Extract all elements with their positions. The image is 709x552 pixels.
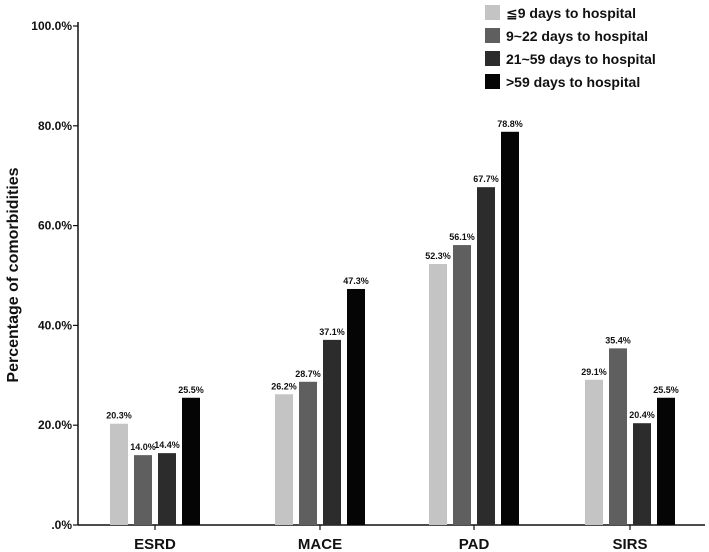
legend-swatch xyxy=(485,5,500,20)
bar xyxy=(501,131,519,525)
bar-value-label: 29.1% xyxy=(581,367,607,377)
bar-value-label: 47.3% xyxy=(343,276,369,286)
y-tick-label: 100.0% xyxy=(31,19,72,33)
bar-value-label: 14.4% xyxy=(154,440,180,450)
y-tick-label: .0% xyxy=(51,518,72,532)
legend: ≦9 days to hospital 9~22 days to hospital… xyxy=(485,5,656,90)
bar xyxy=(477,187,495,525)
y-tick-label: 60.0% xyxy=(38,219,72,233)
legend-label: 21~59 days to hospital xyxy=(506,51,656,67)
bar xyxy=(453,245,471,525)
bar-value-label: 20.3% xyxy=(106,411,132,421)
y-tick-label: 40.0% xyxy=(38,318,72,332)
bar-value-label: 67.7% xyxy=(473,174,499,184)
bar xyxy=(585,379,603,525)
bar-value-label: 52.3% xyxy=(425,251,451,261)
x-category-label: SIRS xyxy=(612,536,647,552)
legend-swatch xyxy=(485,51,500,66)
legend-label: ≦9 days to hospital xyxy=(506,5,636,21)
bar xyxy=(633,423,651,525)
bar xyxy=(657,397,675,525)
legend-label: >59 days to hospital xyxy=(506,74,640,90)
bar xyxy=(347,288,365,525)
legend-swatch xyxy=(485,28,500,43)
bar-value-label: 78.8% xyxy=(497,119,523,129)
y-tick-label: 80.0% xyxy=(38,119,72,133)
legend-swatch xyxy=(485,74,500,89)
bar xyxy=(134,455,152,525)
bar xyxy=(609,348,627,525)
bar xyxy=(158,453,176,525)
x-category-label: ESRD xyxy=(134,536,176,552)
bar-value-label: 35.4% xyxy=(605,335,631,345)
bar-value-label: 25.5% xyxy=(178,385,204,395)
bar xyxy=(275,394,293,525)
x-category-label: PAD xyxy=(459,536,490,552)
bar xyxy=(182,397,200,525)
bar-value-label: 26.2% xyxy=(271,381,297,391)
x-category-label: MACE xyxy=(298,536,342,552)
legend-label: 9~22 days to hospital xyxy=(506,28,648,44)
bar xyxy=(429,264,447,525)
bar-value-label: 20.4% xyxy=(629,410,655,420)
bar xyxy=(299,381,317,525)
bar-value-label: 28.7% xyxy=(295,369,321,379)
bar-value-label: 25.5% xyxy=(653,385,679,395)
bar-value-label: 14.0% xyxy=(130,442,156,452)
y-axis-title: Percentage of comorbidities xyxy=(5,167,22,382)
bar-value-label: 37.1% xyxy=(319,327,345,337)
bars xyxy=(110,131,675,525)
bar xyxy=(323,339,341,525)
y-tick-label: 20.0% xyxy=(38,418,72,432)
data-labels: 20.3% 14.0%14.4% 25.5% 26.2% 28.7% 37.1% 47.3%… xyxy=(106,119,679,452)
bar-value-label: 56.1% xyxy=(449,232,475,242)
bar xyxy=(110,423,128,525)
